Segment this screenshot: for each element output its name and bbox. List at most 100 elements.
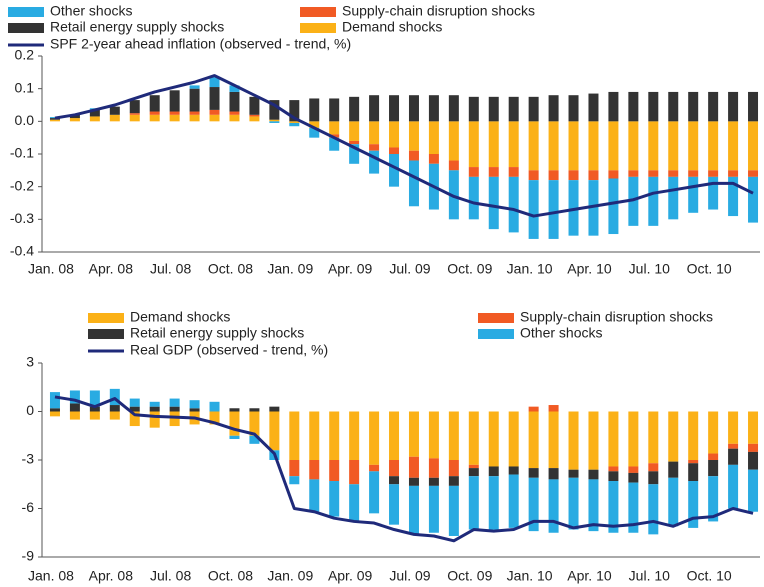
bar-segment	[249, 408, 260, 412]
y-tick-label: 0.0	[15, 112, 35, 128]
bar-segment	[548, 180, 559, 239]
x-tick-label: Jul. 10	[629, 568, 670, 584]
bar-segment	[369, 150, 380, 174]
bar-segment	[428, 121, 439, 154]
x-tick-label: Oct. 08	[208, 568, 253, 584]
legend-swatch	[478, 329, 514, 339]
bar-segment	[608, 466, 619, 472]
bar-segment	[728, 91, 739, 122]
bar-segment	[648, 176, 659, 226]
bar-segment	[389, 484, 400, 525]
bar-segment	[468, 468, 479, 477]
bar-segment	[748, 121, 759, 171]
bar-segment	[229, 114, 240, 122]
bar-segment	[648, 121, 659, 171]
bar-segment	[349, 484, 360, 522]
bar-segment	[309, 127, 320, 138]
bar-segment	[488, 167, 499, 177]
x-tick-label: Apr. 10	[567, 261, 612, 277]
y-tick-label: -0.1	[10, 145, 34, 161]
bar-segment	[688, 170, 699, 177]
bar-segment	[209, 411, 220, 425]
bar-segment	[289, 460, 300, 477]
bar-segment	[209, 77, 220, 88]
bar-segment	[648, 463, 659, 472]
bar-segment	[129, 100, 140, 114]
bar-segment	[189, 88, 200, 112]
bar-segment	[468, 476, 479, 530]
bar-segment	[369, 121, 380, 145]
bar-segment	[408, 95, 419, 122]
bar-segment	[668, 176, 679, 220]
bar-segment	[508, 411, 519, 467]
bar-segment	[508, 121, 519, 168]
bar-segment	[668, 91, 679, 122]
bar-segment	[169, 398, 180, 407]
bar-segment	[49, 408, 60, 412]
legend-label: Demand shocks	[342, 19, 442, 35]
legend-label: Retail energy supply shocks	[50, 19, 224, 35]
x-tick-label: Oct. 09	[447, 568, 492, 584]
bar-segment	[329, 481, 340, 517]
bar-segment	[588, 93, 599, 122]
bar-segment	[149, 411, 160, 428]
bar-segment	[548, 479, 559, 533]
bar-segment	[588, 180, 599, 236]
bar-segment	[349, 460, 360, 485]
x-tick-label: Apr. 10	[567, 568, 612, 584]
bar-segment	[209, 114, 220, 122]
bar-segment	[289, 121, 300, 123]
bar-segment	[508, 167, 519, 177]
bar-segment	[648, 471, 659, 485]
bar-segment	[468, 167, 479, 177]
bar-segment	[269, 406, 280, 412]
bar-segment	[229, 408, 240, 412]
bar-segment	[269, 100, 280, 120]
legend-swatch	[300, 7, 336, 17]
bar-segment	[588, 469, 599, 480]
bar-segment	[289, 100, 300, 122]
x-tick-label: Jul. 09	[389, 568, 430, 584]
bar-segment	[448, 485, 459, 536]
bar-segment	[89, 390, 100, 407]
bar-segment	[309, 98, 320, 122]
bar-segment	[408, 411, 419, 457]
y-tick-label: 0.2	[15, 47, 35, 63]
bar-segment	[229, 85, 240, 92]
bar-segment	[149, 114, 160, 122]
bar-segment	[349, 96, 360, 122]
bar-segment	[49, 118, 60, 120]
bar-segment	[468, 176, 479, 220]
bar-segment	[249, 116, 260, 122]
bar-segment	[748, 170, 759, 177]
bar-segment	[568, 121, 579, 171]
bar-segment	[149, 111, 160, 115]
bar-segment	[668, 461, 679, 478]
bar-segment	[209, 401, 220, 412]
bar-segment	[89, 411, 100, 420]
bar-segment	[648, 411, 659, 464]
bar-segment	[608, 481, 619, 533]
bar-segment	[389, 95, 400, 122]
legend-label: Other shocks	[50, 3, 132, 19]
bar-segment	[428, 458, 439, 478]
bar-segment	[568, 477, 579, 530]
bar-segment	[628, 121, 639, 171]
bar-segment	[688, 481, 699, 528]
bar-segment	[249, 96, 260, 115]
y-tick-label: 0.1	[15, 79, 35, 95]
bar-segment	[269, 411, 280, 451]
bar-segment	[568, 469, 579, 478]
bar-segment	[169, 111, 180, 115]
bar-segment	[408, 150, 419, 161]
bar-segment	[129, 114, 140, 122]
bar-segment	[468, 96, 479, 122]
bar-segment	[728, 170, 739, 177]
legend-swatch	[8, 23, 44, 33]
bar-segment	[329, 121, 340, 135]
bar-segment	[648, 484, 659, 535]
legend-swatch	[478, 313, 514, 323]
x-tick-label: Apr. 08	[89, 261, 134, 277]
legend-label: SPF 2-year ahead inflation (observed - t…	[50, 36, 351, 52]
bar-segment	[249, 411, 260, 436]
